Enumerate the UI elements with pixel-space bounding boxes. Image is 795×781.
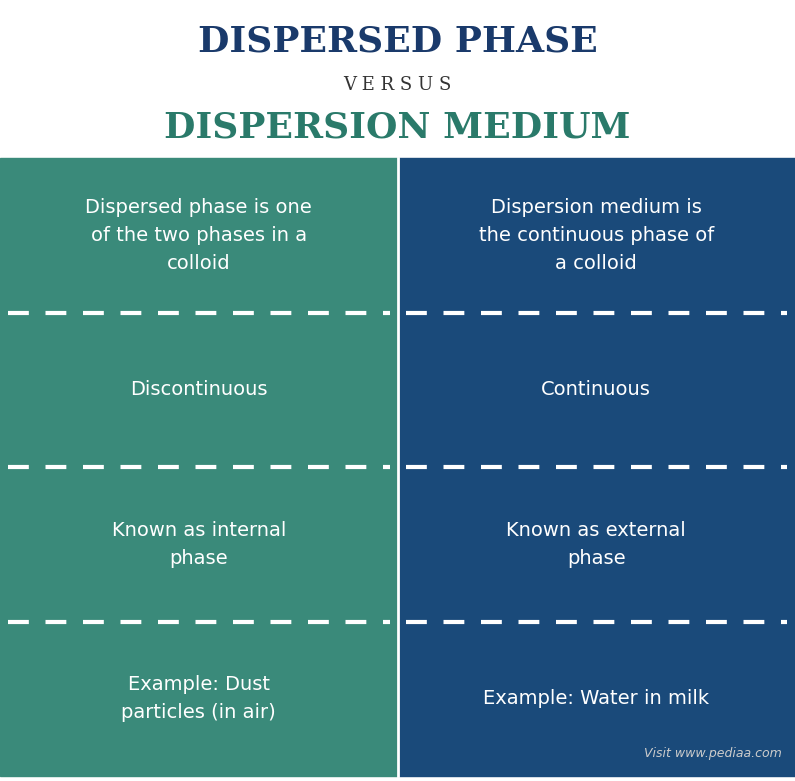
Bar <box>398 158 795 776</box>
Text: Known as external
phase: Known as external phase <box>506 521 686 568</box>
Text: Visit www.pediaa.com: Visit www.pediaa.com <box>644 747 782 761</box>
Text: Dispersed phase is one
of the two phases in a
colloid: Dispersed phase is one of the two phases… <box>85 198 312 273</box>
Text: Continuous: Continuous <box>541 380 651 399</box>
Text: Example: Dust
particles (in air): Example: Dust particles (in air) <box>122 676 276 722</box>
Text: Known as internal
phase: Known as internal phase <box>111 521 286 568</box>
Text: DISPERSED PHASE: DISPERSED PHASE <box>198 25 597 59</box>
Text: V E R S U S: V E R S U S <box>343 76 452 94</box>
Bar <box>0 158 398 776</box>
Text: Dispersion medium is
the continuous phase of
a colloid: Dispersion medium is the continuous phas… <box>479 198 714 273</box>
Text: Discontinuous: Discontinuous <box>130 380 267 399</box>
Text: DISPERSION MEDIUM: DISPERSION MEDIUM <box>165 111 630 145</box>
Text: Example: Water in milk: Example: Water in milk <box>483 690 709 708</box>
